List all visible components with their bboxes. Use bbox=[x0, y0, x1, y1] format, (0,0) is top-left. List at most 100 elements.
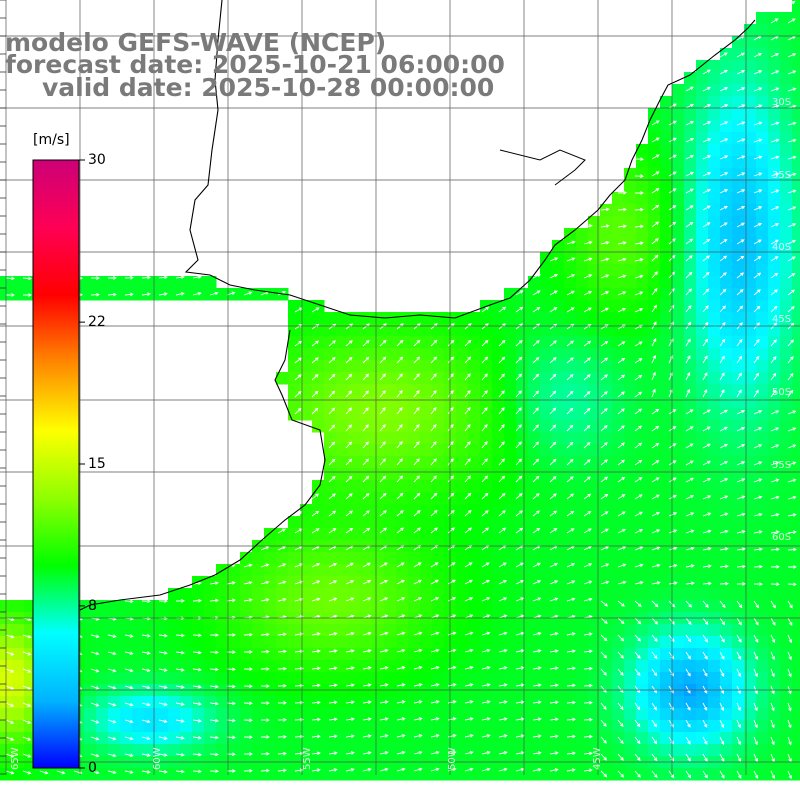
field-cell bbox=[780, 456, 793, 469]
field-cell bbox=[240, 576, 253, 589]
field-cell bbox=[636, 264, 649, 277]
wind-arrow bbox=[396, 700, 406, 704]
wind-arrow bbox=[685, 495, 695, 500]
field-cell bbox=[504, 360, 517, 373]
wind-arrow bbox=[549, 717, 559, 722]
field-cell bbox=[504, 516, 517, 529]
field-cell bbox=[408, 576, 421, 589]
wind-arrow bbox=[719, 600, 726, 609]
field-cell bbox=[768, 144, 781, 157]
wind-arrow bbox=[379, 339, 387, 347]
field-cell bbox=[264, 636, 277, 649]
field-cell bbox=[660, 468, 673, 481]
wind-arrow bbox=[668, 668, 674, 677]
field-cell bbox=[336, 636, 349, 649]
wind-arrow bbox=[719, 155, 729, 160]
wind-arrow bbox=[617, 190, 627, 195]
field-cell bbox=[540, 384, 553, 397]
field-cell bbox=[588, 432, 601, 445]
field-cell bbox=[768, 168, 781, 181]
field-cell bbox=[624, 168, 637, 181]
wind-arrow bbox=[634, 358, 643, 364]
wind-arrow bbox=[753, 121, 763, 126]
wind-arrow bbox=[719, 205, 728, 211]
wind-arrow bbox=[600, 307, 609, 313]
field-cell bbox=[732, 48, 745, 61]
field-cell bbox=[540, 456, 553, 469]
field-cell bbox=[168, 708, 181, 721]
field-cell bbox=[528, 384, 541, 397]
field-cell bbox=[72, 768, 85, 781]
field-cell bbox=[648, 276, 661, 289]
wind-arrow bbox=[515, 492, 523, 500]
field-cell bbox=[288, 636, 301, 649]
wind-arrow bbox=[294, 340, 303, 347]
field-cell bbox=[780, 660, 793, 673]
wind-arrow bbox=[685, 477, 694, 483]
wind-arrow bbox=[5, 634, 15, 639]
field-cell bbox=[624, 216, 637, 229]
field-cell bbox=[660, 444, 673, 457]
field-cell bbox=[624, 468, 637, 481]
field-cell bbox=[180, 720, 193, 733]
field-cell bbox=[336, 588, 349, 601]
wind-arrow bbox=[447, 683, 457, 687]
field-cell bbox=[516, 708, 529, 721]
field-cell bbox=[732, 348, 745, 361]
field-cell bbox=[420, 576, 433, 589]
wind-arrow bbox=[447, 492, 455, 500]
field-cell bbox=[612, 468, 625, 481]
wind-arrow bbox=[413, 356, 421, 364]
field-cell bbox=[396, 312, 409, 325]
field-cell bbox=[408, 552, 421, 565]
wind-arrow bbox=[498, 390, 505, 398]
colorbar-tick-label: 8 bbox=[88, 597, 97, 614]
field-cell bbox=[504, 528, 517, 541]
field-cell bbox=[696, 312, 709, 325]
wind-arrow bbox=[600, 340, 609, 347]
field-cell bbox=[300, 372, 313, 385]
field-cell bbox=[336, 552, 349, 565]
field-cell bbox=[324, 732, 337, 745]
wind-arrow bbox=[753, 372, 760, 381]
wind-arrow bbox=[702, 719, 708, 728]
wind-arrow bbox=[379, 562, 388, 568]
wind-arrow bbox=[770, 18, 779, 24]
wind-arrow bbox=[430, 562, 439, 568]
field-cell bbox=[792, 312, 800, 325]
field-cell bbox=[516, 396, 529, 409]
field-cell bbox=[492, 372, 505, 385]
field-cell bbox=[312, 672, 325, 685]
wind-arrow bbox=[634, 668, 641, 677]
field-cell bbox=[576, 528, 589, 541]
wind-arrow bbox=[617, 357, 626, 364]
field-cell bbox=[792, 228, 800, 241]
wind-arrow bbox=[362, 510, 370, 517]
field-cell bbox=[348, 456, 361, 469]
field-cell bbox=[624, 528, 637, 541]
wind-arrow bbox=[328, 734, 338, 739]
field-cell bbox=[516, 444, 529, 457]
wind-arrow bbox=[685, 546, 695, 551]
wind-arrow bbox=[124, 634, 134, 638]
field-cell bbox=[648, 264, 661, 277]
field-cell bbox=[768, 408, 781, 421]
field-cell bbox=[492, 468, 505, 481]
field-cell bbox=[96, 696, 109, 709]
field-cell bbox=[732, 456, 745, 469]
wind-arrow bbox=[634, 736, 641, 745]
field-cell bbox=[756, 324, 769, 337]
field-cell bbox=[552, 432, 565, 445]
wind-arrow bbox=[464, 492, 472, 500]
wind-arrow bbox=[5, 276, 15, 281]
field-cell bbox=[708, 96, 721, 109]
field-cell bbox=[732, 744, 745, 757]
field-cell bbox=[792, 192, 800, 205]
wind-arrow bbox=[362, 717, 372, 721]
field-cell bbox=[12, 672, 25, 685]
wind-arrow bbox=[770, 155, 780, 160]
field-cell bbox=[216, 732, 229, 745]
field-cell bbox=[744, 396, 757, 409]
field-cell bbox=[96, 648, 109, 661]
wind-arrow bbox=[532, 306, 541, 313]
